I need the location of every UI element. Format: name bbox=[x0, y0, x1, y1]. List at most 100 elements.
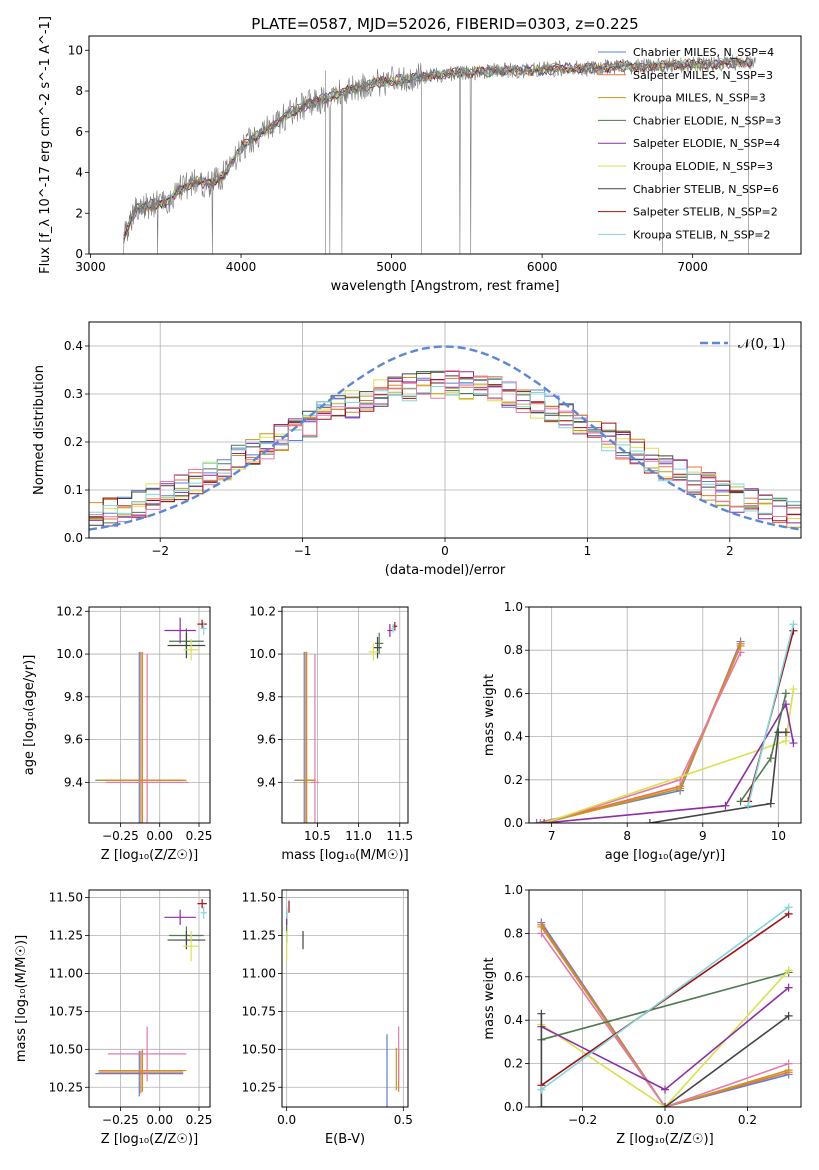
y-tick-label: 0.0 bbox=[504, 816, 523, 830]
axes-frame bbox=[88, 606, 211, 824]
x-tick-label: 8 bbox=[623, 829, 631, 843]
y-tick-label: 4 bbox=[75, 166, 83, 180]
plot-area bbox=[286, 900, 400, 1107]
errorbar-point bbox=[95, 1050, 184, 1097]
errorbar-point bbox=[183, 930, 199, 962]
errorbar-point bbox=[167, 632, 206, 659]
axes-frame bbox=[88, 321, 802, 539]
mass-weight-marker bbox=[766, 754, 775, 763]
x-tick-label: 11.0 bbox=[345, 829, 372, 843]
y-tick-label: 9.4 bbox=[64, 775, 83, 789]
plot-area bbox=[89, 345, 801, 531]
mass-weight-marker bbox=[789, 739, 798, 748]
observed-spectrum-line bbox=[123, 54, 756, 254]
mass-weight-marker bbox=[537, 1103, 546, 1107]
x-tick-label: 0.00 bbox=[146, 1113, 173, 1127]
x-tick-label: −2 bbox=[151, 544, 169, 558]
axes-frame bbox=[88, 889, 211, 1108]
axes-frame bbox=[88, 35, 802, 255]
y-tick-label: 10 bbox=[68, 43, 83, 57]
y-tick-label: 6 bbox=[75, 125, 83, 139]
legend-entry: Chabrier STELIB, N_SSP=6 bbox=[633, 183, 779, 196]
x-tick-label: 10 bbox=[771, 829, 786, 843]
x-axis-label: mass [log₁₀(M/M☉)] bbox=[281, 848, 408, 863]
y-tick-label: 0.1 bbox=[64, 483, 83, 497]
x-tick-label: −0.25 bbox=[102, 829, 139, 843]
grid-lines bbox=[89, 607, 210, 823]
mass-weight-marker bbox=[774, 728, 783, 737]
y-tick-label: 8 bbox=[75, 84, 83, 98]
mass-weight-line bbox=[540, 924, 789, 1107]
mass-weight-marker bbox=[661, 1085, 669, 1094]
y-tick-label: 11.50 bbox=[242, 891, 276, 905]
axes-frame bbox=[281, 889, 409, 1108]
y-tick-label: 10.0 bbox=[56, 647, 83, 661]
x-axis-label: E(B-V) bbox=[325, 1132, 365, 1147]
mass-weight-marker bbox=[784, 1011, 793, 1020]
x-tick-label: 11.5 bbox=[386, 829, 413, 843]
errorbar-point bbox=[98, 1049, 187, 1092]
legend-entry: Chabrier ELODIE, N_SSP=3 bbox=[633, 114, 781, 127]
x-tick-label: 6000 bbox=[527, 260, 558, 274]
mass-weight-line bbox=[536, 641, 742, 823]
mass-weight-marker bbox=[736, 648, 745, 657]
y-tick-label: 11.00 bbox=[242, 966, 276, 980]
y-tick-label: 10.25 bbox=[242, 1080, 276, 1094]
errorbar-point bbox=[106, 654, 188, 823]
y-tick-label: 0.6 bbox=[504, 970, 523, 984]
mass-weight-marker bbox=[532, 819, 541, 823]
plot-area bbox=[95, 617, 207, 823]
mass-weight-marker bbox=[781, 728, 790, 737]
gaussian-curve bbox=[89, 345, 801, 531]
x-axis-label: age [log₁₀(age/yr)] bbox=[605, 848, 726, 863]
y-tick-label: 10.0 bbox=[249, 647, 276, 661]
legend: Chabrier MILES, N_SSP=4 Salpeter MILES, N… bbox=[598, 46, 781, 241]
y-tick-label: 11.25 bbox=[49, 929, 83, 943]
grid-lines bbox=[282, 607, 408, 823]
y-tick-label: 2 bbox=[75, 206, 83, 220]
y-axis-label: Flux [f_λ 10^-17 erg cm^-2 s^-1 A^-1] bbox=[38, 16, 53, 274]
axes-frame bbox=[281, 606, 409, 824]
x-tick-label: 0.0 bbox=[277, 1113, 296, 1127]
x-axis-label: Z [log₁₀(Z/Z☉)] bbox=[101, 848, 198, 863]
mass-weight-marker bbox=[789, 685, 798, 694]
plot-area bbox=[294, 621, 398, 823]
axes-spectrum: 3000 4000 5000 6000 7000 0 2 4 6 8 10 wavelength [A… bbox=[38, 16, 802, 294]
x-tick-label: 7 bbox=[548, 829, 556, 843]
axes-age_vs_mass: 10.5 11.0 11.5 9.4 9.6 9.8 10.0 10.2 mass [log₁₀… bbox=[249, 604, 413, 863]
y-tick-label: 10.50 bbox=[49, 1042, 83, 1056]
errorbar-point bbox=[164, 617, 196, 644]
x-tick-label: 4000 bbox=[226, 260, 257, 274]
errorbar-point bbox=[387, 624, 393, 637]
x-tick-label: −0.25 bbox=[102, 1113, 139, 1127]
axes-mass_vs_Z: −0.25 0.00 0.25 10.25 10.50 10.75 11.00 11.25 11… bbox=[14, 889, 212, 1147]
errorbar-point bbox=[373, 636, 382, 659]
y-tick-label: 9.6 bbox=[64, 733, 83, 747]
legend-entry: Kroupa ELODIE, N_SSP=3 bbox=[633, 160, 773, 173]
mass-weight-marker bbox=[784, 983, 793, 992]
mass-weight-line bbox=[649, 731, 786, 823]
mass-weight-line bbox=[540, 926, 789, 1107]
x-axis-label: wavelength [Angstrom, rest frame] bbox=[331, 279, 560, 294]
mass-weight-line bbox=[540, 922, 789, 1107]
mass-weight-marker bbox=[537, 1085, 546, 1094]
y-tick-label: 0.0 bbox=[504, 1100, 523, 1114]
y-tick-label: 10.2 bbox=[249, 604, 276, 618]
legend-entry: Salpeter STELIB, N_SSP=2 bbox=[633, 206, 778, 219]
mass-weight-line bbox=[747, 624, 795, 806]
mass-weight-line bbox=[540, 969, 790, 1107]
errorbar-point bbox=[164, 909, 196, 925]
errorbar-point bbox=[297, 651, 316, 823]
mass-weight-marker bbox=[540, 819, 549, 823]
y-tick-label: 0.8 bbox=[504, 643, 523, 657]
y-axis-label: mass weight bbox=[482, 957, 497, 1039]
x-tick-label: 0.00 bbox=[146, 829, 173, 843]
mass-weight-line bbox=[540, 1013, 790, 1107]
y-tick-label: 0.8 bbox=[504, 926, 523, 940]
mass-weight-marker bbox=[536, 819, 545, 823]
legend-entry: Salpeter MILES, N_SSP=3 bbox=[633, 69, 773, 82]
errorbar-point bbox=[391, 624, 395, 633]
errorbar-point bbox=[375, 632, 384, 655]
y-tick-label: 0.0 bbox=[64, 531, 83, 545]
y-tick-label: 0.2 bbox=[64, 435, 83, 449]
